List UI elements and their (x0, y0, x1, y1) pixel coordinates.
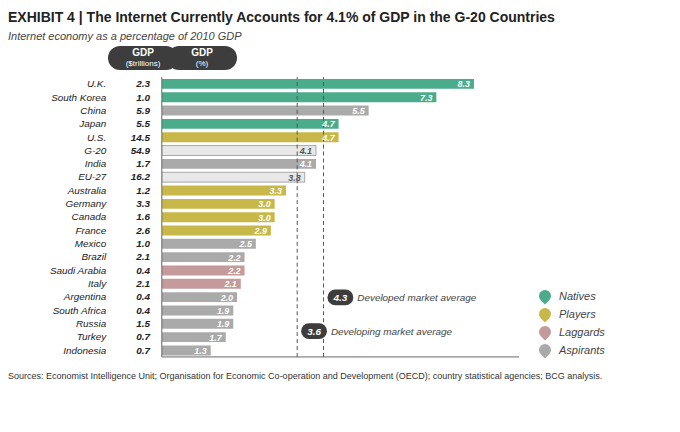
svg-text:France: France (75, 225, 106, 236)
svg-text:7.3: 7.3 (420, 93, 432, 103)
svg-text:0.7: 0.7 (136, 345, 150, 356)
svg-text:5.9: 5.9 (136, 105, 150, 116)
svg-text:2.3: 2.3 (135, 78, 150, 89)
svg-text:3.0: 3.0 (258, 213, 270, 223)
svg-text:8.3: 8.3 (458, 79, 470, 89)
svg-text:1.7: 1.7 (136, 158, 150, 169)
svg-text:2.2: 2.2 (227, 253, 240, 263)
html-text:Internet economy as a percenta: Internet economy as a percentage of 2010… (8, 30, 242, 42)
svg-text:2.1: 2.1 (135, 251, 150, 262)
svg-text:U.K.: U.K. (87, 78, 106, 89)
svg-text:1.9: 1.9 (217, 306, 229, 316)
html-text:Natives: Natives (559, 290, 596, 302)
svg-text:16.2: 16.2 (131, 172, 151, 183)
svg-text:4.1: 4.1 (299, 146, 312, 156)
svg-text:Canada: Canada (72, 211, 107, 222)
svg-text:1.0: 1.0 (136, 92, 150, 103)
svg-text:2.1: 2.1 (135, 278, 150, 289)
svg-text:1.3: 1.3 (194, 346, 206, 356)
svg-text:U.S.: U.S. (87, 132, 106, 143)
svg-text:2.6: 2.6 (135, 225, 150, 236)
svg-text:1.5: 1.5 (136, 318, 150, 329)
svg-text:1.0: 1.0 (136, 238, 150, 249)
html-text:Sources: Economist Intelligenc: Sources: Economist Intelligence Unit; Or… (8, 371, 603, 381)
svg-text:1.7: 1.7 (209, 333, 222, 343)
svg-text:0.7: 0.7 (136, 331, 150, 342)
html-text:Players: Players (559, 308, 596, 320)
svg-text:Developing market average: Developing market average (331, 326, 453, 337)
html-text:Aspirants: Aspirants (559, 344, 605, 356)
svg-text:Developed market average: Developed market average (357, 292, 476, 303)
svg-text:14.5: 14.5 (131, 132, 151, 143)
svg-text:Japan: Japan (78, 118, 106, 129)
svg-text:Italy: Italy (88, 278, 107, 289)
svg-text:3.0: 3.0 (258, 199, 270, 209)
svg-text:5.5: 5.5 (352, 106, 365, 116)
svg-text:1.9: 1.9 (217, 319, 229, 329)
svg-text:South Korea: South Korea (51, 92, 107, 103)
svg-text:0.4: 0.4 (136, 265, 150, 276)
html-text:EXHIBIT 4 | The Internet Curre: EXHIBIT 4 | The Internet Currently Accou… (8, 9, 555, 25)
svg-text:5.5: 5.5 (136, 118, 150, 129)
svg-text:1.6: 1.6 (136, 211, 150, 222)
svg-text:4.3: 4.3 (333, 292, 348, 303)
svg-text:India: India (85, 158, 107, 169)
svg-text:G-20: G-20 (84, 145, 107, 156)
svg-text:EU-27: EU-27 (78, 172, 107, 183)
svg-text:3.3: 3.3 (136, 198, 150, 209)
svg-text:3.3: 3.3 (270, 186, 282, 196)
svg-text:1.2: 1.2 (136, 185, 150, 196)
svg-text:Australia: Australia (67, 185, 107, 196)
svg-text:4.7: 4.7 (321, 133, 335, 143)
svg-text:China: China (80, 105, 106, 116)
svg-text:Germany: Germany (65, 198, 107, 209)
svg-text:Saudi Arabia: Saudi Arabia (50, 265, 107, 276)
svg-text:Turkey: Turkey (77, 331, 108, 342)
svg-text:0.4: 0.4 (136, 305, 150, 316)
svg-text:0.4: 0.4 (136, 291, 150, 302)
svg-text:3.8: 3.8 (288, 173, 300, 183)
svg-text:3.6: 3.6 (307, 326, 321, 337)
html-text:GDP: GDP (191, 47, 213, 58)
svg-text:2.0: 2.0 (220, 293, 233, 303)
html-text:Laggards: Laggards (559, 326, 605, 338)
svg-text:Brazil: Brazil (81, 251, 107, 262)
svg-text:Indonesia: Indonesia (63, 345, 106, 356)
svg-text:2.2: 2.2 (227, 266, 240, 276)
svg-text:2.1: 2.1 (223, 279, 236, 289)
svg-text:2.9: 2.9 (254, 226, 267, 236)
svg-text:Russia: Russia (76, 318, 107, 329)
svg-text:4.7: 4.7 (321, 119, 335, 129)
svg-text:Argentina: Argentina (63, 291, 107, 302)
svg-text:4.1: 4.1 (299, 159, 312, 169)
svg-text:South Africa: South Africa (53, 305, 107, 316)
html-text:GDP: GDP (132, 47, 154, 58)
html-text:($trillions): ($trillions) (125, 59, 161, 68)
svg-text:2.5: 2.5 (238, 239, 252, 249)
svg-text:Mexico: Mexico (75, 238, 107, 249)
svg-text:54.9: 54.9 (131, 145, 151, 156)
